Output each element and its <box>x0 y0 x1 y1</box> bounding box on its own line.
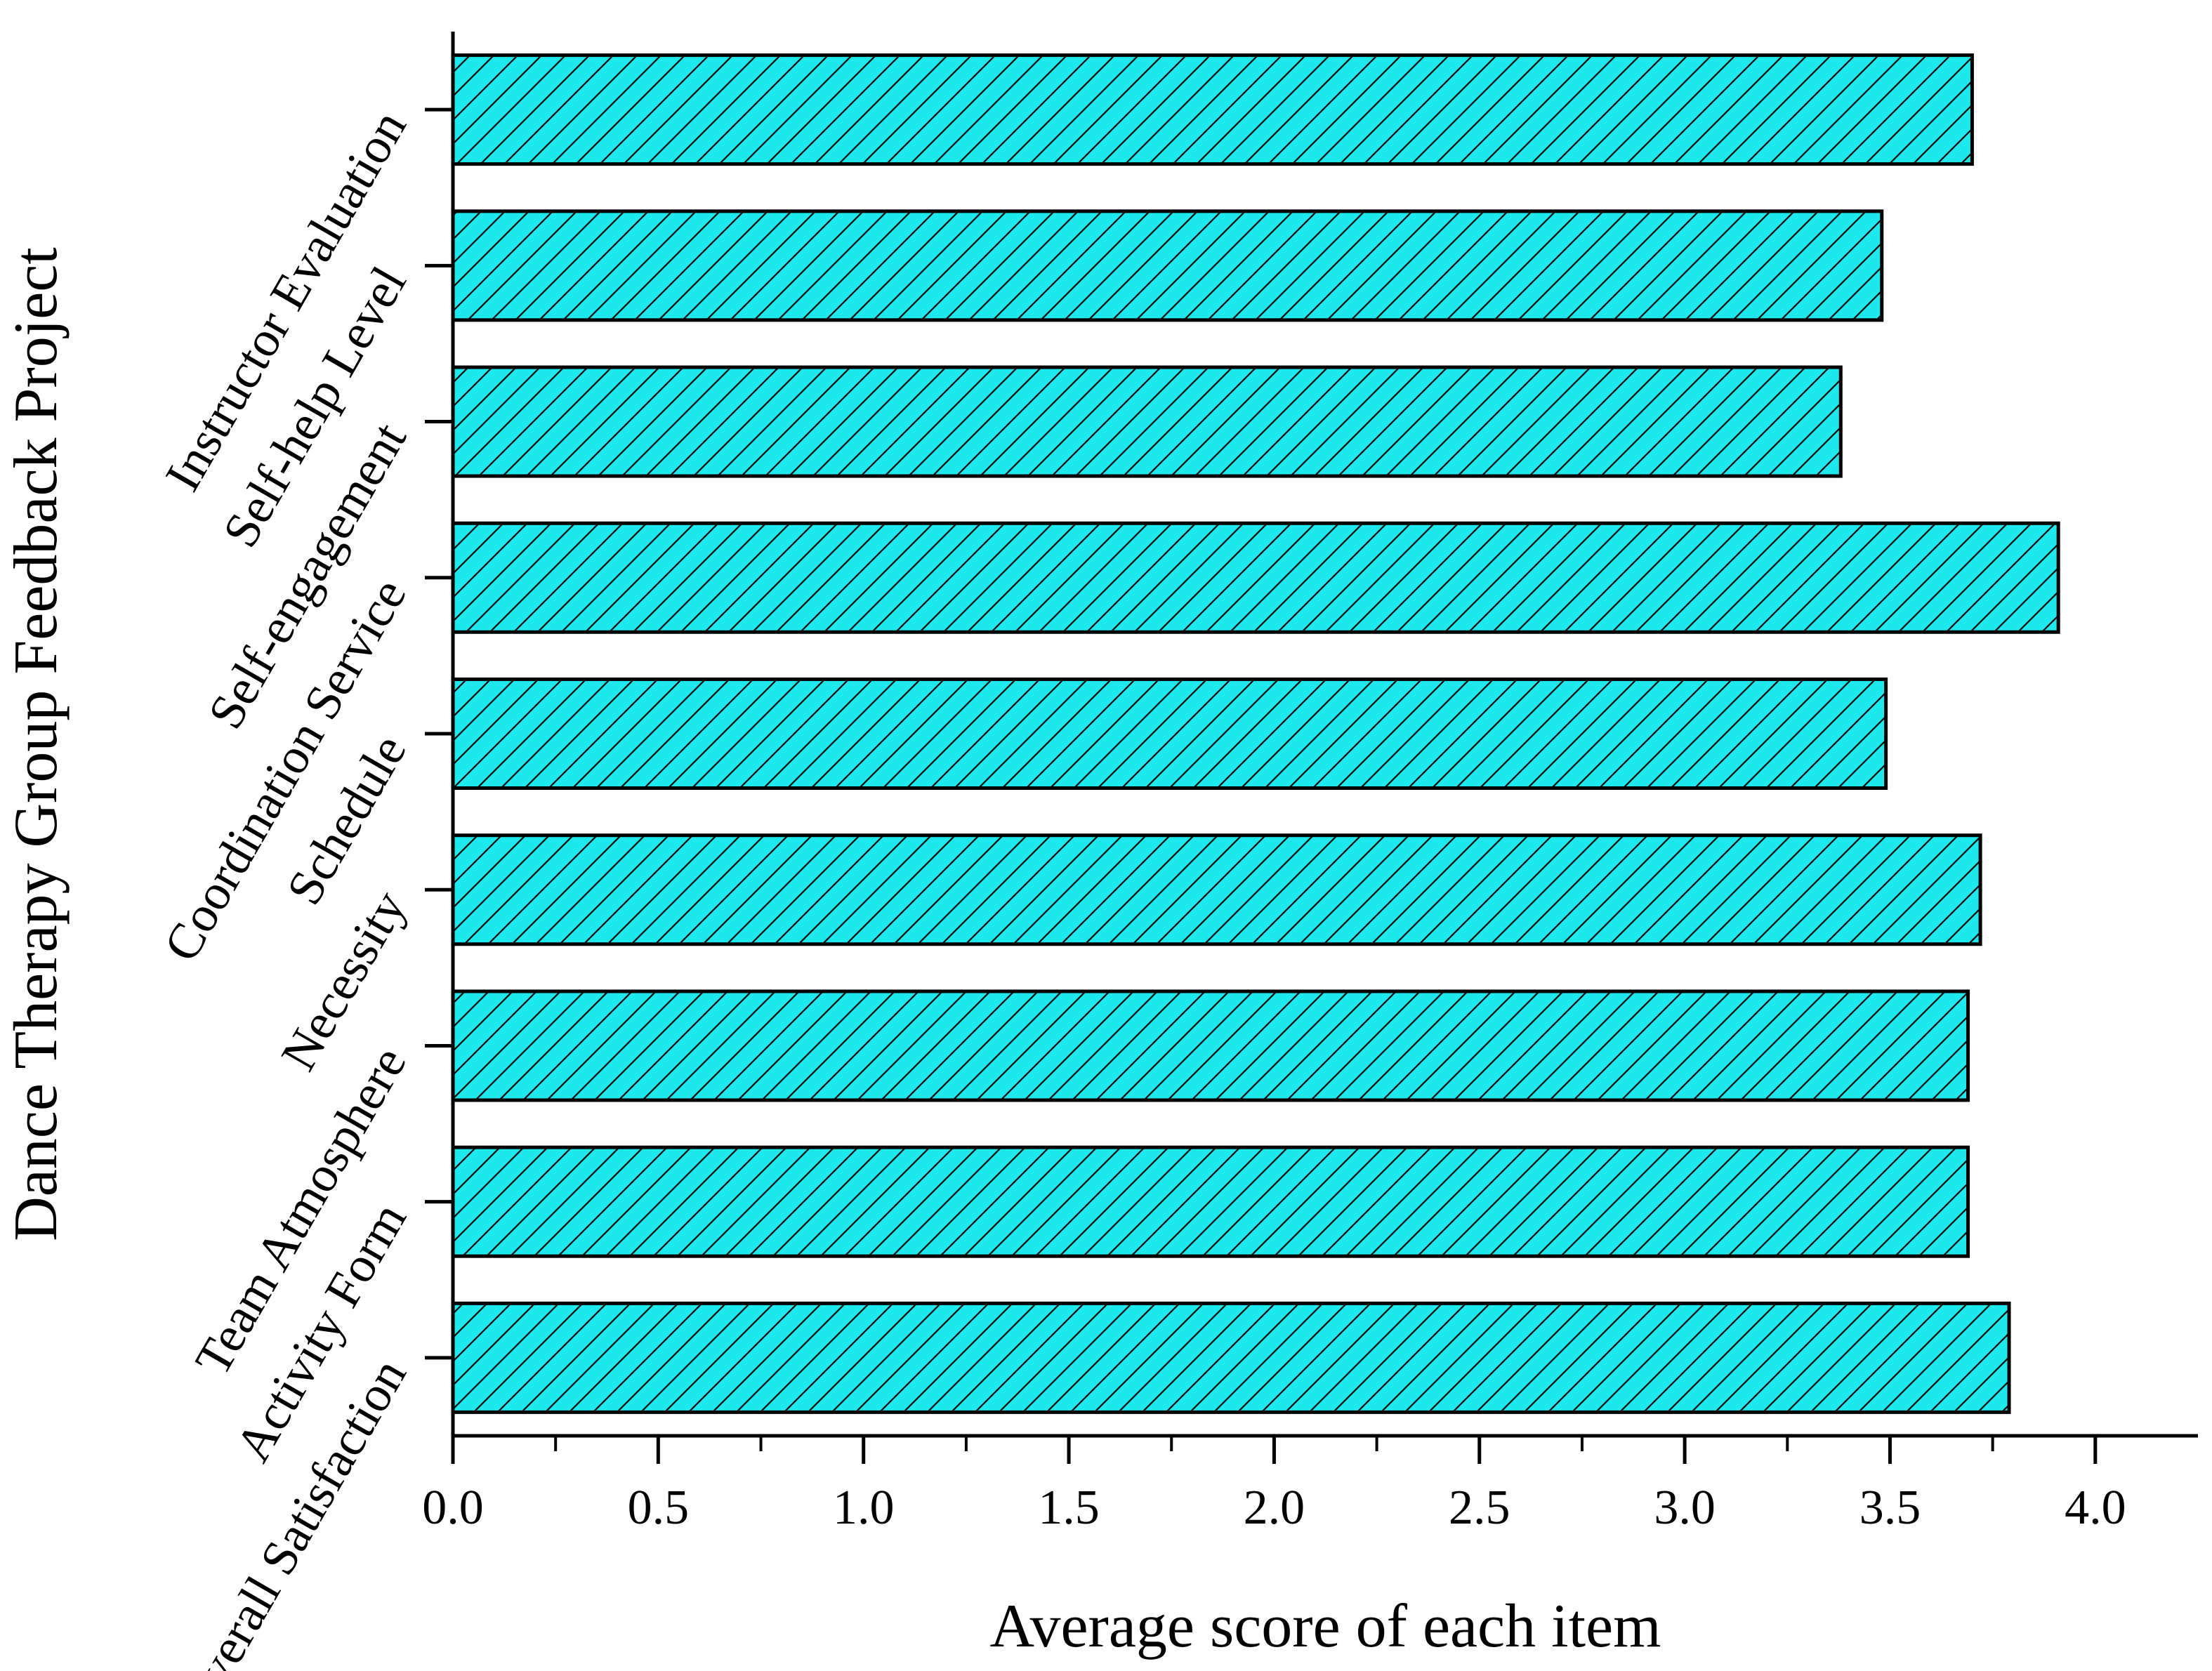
y-axis-title: Dance Therapy Group Feedback Project <box>2 247 70 1241</box>
x-tick-label: 0.5 <box>628 1481 690 1535</box>
bar-necessity <box>451 833 1982 946</box>
x-tick-label: 4.0 <box>2065 1481 2126 1535</box>
bar-self-engagement <box>451 365 1843 478</box>
x-tick-label: 1.5 <box>1038 1481 1100 1535</box>
x-tick-label: 2.0 <box>1244 1481 1305 1535</box>
y-tick-group <box>425 107 453 1360</box>
bar-overall-satisfaction <box>451 1301 2011 1414</box>
x-tick-label: 2.5 <box>1449 1481 1510 1535</box>
bar-group <box>451 53 2060 1414</box>
bar-activity-form <box>451 1145 1970 1258</box>
x-tick-label: 1.0 <box>833 1481 895 1535</box>
bar-coordination-service <box>451 521 2060 634</box>
bar-self-help-level <box>451 209 1884 322</box>
x-tick-label: 3.0 <box>1654 1481 1716 1535</box>
bar-team-atmosphere <box>451 989 1970 1102</box>
category-label: Necessity <box>270 881 417 1079</box>
bar-instructor-evaluation <box>451 53 1974 166</box>
x-tick-label: 3.5 <box>1859 1481 1921 1535</box>
bar-schedule <box>451 678 1888 790</box>
x-axis-title: Average score of each item <box>989 1592 1661 1660</box>
x-tick-label: 0.0 <box>422 1481 484 1535</box>
x-tick-group: 0.0 0.5 1.0 1.5 2.0 2.5 3.0 3.5 4.0 <box>422 1436 2126 1535</box>
